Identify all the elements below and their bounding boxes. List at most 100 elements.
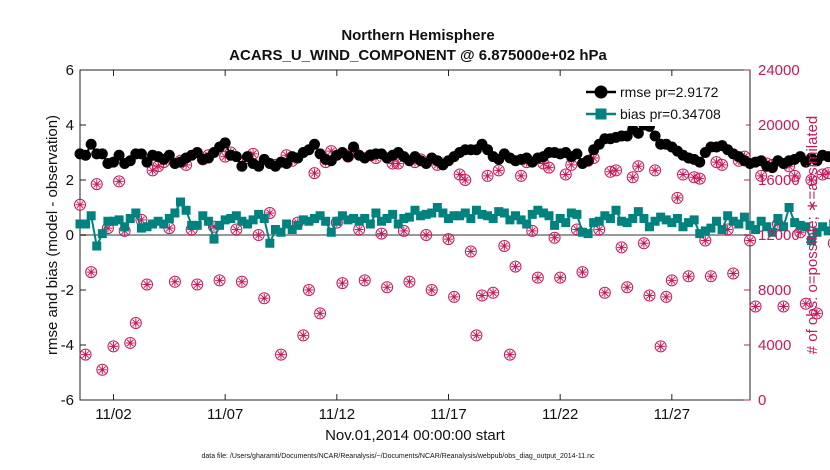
bias-point <box>538 208 548 218</box>
bias-point <box>717 225 727 234</box>
legend-bias-marker <box>595 108 607 120</box>
bias-point <box>767 227 777 237</box>
obs-assimilated-point <box>282 150 292 160</box>
obs-assimilated-point <box>170 277 180 287</box>
obs-possible-point <box>727 267 740 280</box>
obs-assimilated-point <box>550 233 560 243</box>
obs-assimilated-point <box>393 159 403 168</box>
obs-assimilated-point <box>449 292 459 302</box>
obs-assimilated-point <box>751 302 761 311</box>
rmse-point <box>309 138 320 150</box>
bias-point <box>583 229 593 239</box>
obs-possible-point <box>470 329 483 342</box>
obs-possible-point <box>252 229 265 241</box>
obs-possible-point <box>621 281 634 294</box>
bias-point <box>455 211 465 221</box>
obs-possible-point <box>464 245 477 258</box>
obs-assimilated-point <box>131 318 141 328</box>
bias-point <box>86 211 96 221</box>
obs-assimilated-point <box>103 223 113 233</box>
bias-point <box>684 218 694 228</box>
bias-point <box>343 215 353 225</box>
obs-assimilated-point <box>215 275 225 285</box>
bias-point <box>315 211 325 221</box>
bias-point <box>159 219 169 229</box>
obs-possible-point <box>263 207 276 219</box>
obs-assimilated-point <box>723 225 733 234</box>
bias-point <box>561 218 571 228</box>
bias-point <box>282 219 292 229</box>
rmse-point <box>649 130 661 142</box>
rmse-point <box>236 160 248 172</box>
obs-possible-point <box>554 271 567 284</box>
rmse-point <box>135 148 147 160</box>
obs-assimilated-point <box>756 171 766 181</box>
obs-possible-point <box>235 275 248 288</box>
bias-point <box>555 214 565 223</box>
obs-assimilated-point <box>237 277 247 287</box>
obs-assimilated-point <box>254 230 264 240</box>
obs-assimilated-point <box>779 302 788 311</box>
bias-point <box>444 214 453 223</box>
bias-point <box>231 211 241 221</box>
obs-assimilated-point <box>527 226 537 236</box>
rmse-point <box>632 127 644 139</box>
obs-possible-point <box>827 238 830 248</box>
bias-point <box>170 208 180 218</box>
obs-assimilated-point <box>806 175 816 185</box>
obs-assimilated-point <box>667 275 677 285</box>
bias-point <box>745 220 755 230</box>
y-tick-label-left: 6 <box>66 62 74 79</box>
obs-possible-point <box>230 223 243 236</box>
bias-point <box>198 211 208 221</box>
bias-point <box>784 203 794 212</box>
bias-point <box>516 215 526 225</box>
bias-point <box>594 216 604 226</box>
obs-possible-point <box>515 169 528 182</box>
obs-possible-point <box>526 224 539 237</box>
bias-point <box>449 211 459 221</box>
y-tick-label-left: 0 <box>66 227 74 244</box>
obs-assimilated-point <box>617 242 627 252</box>
obs-possible-point <box>548 231 561 244</box>
bias-point <box>695 229 705 239</box>
obs-possible-point <box>632 160 645 173</box>
bias-point <box>226 214 236 223</box>
obs-assimilated-point <box>712 157 721 167</box>
obs-assimilated-point <box>377 229 386 239</box>
y-tick-label-right: 20000 <box>758 117 800 134</box>
obs-possible-point <box>107 340 120 353</box>
bias-point <box>416 211 426 221</box>
bias-point <box>248 215 258 225</box>
obs-assimilated-point <box>600 288 610 298</box>
bias-point <box>109 216 118 226</box>
bias-point <box>600 211 610 221</box>
obs-possible-point <box>598 286 611 299</box>
obs-possible-point <box>749 300 762 313</box>
obs-assimilated-point <box>555 273 565 283</box>
obs-possible-point <box>615 241 628 254</box>
bias-point <box>544 211 554 221</box>
y-tick-label-right: 24000 <box>758 62 800 79</box>
obs-possible-point <box>509 260 522 273</box>
obs-possible-point <box>96 363 109 376</box>
obs-possible-point <box>375 227 388 240</box>
obs-assimilated-point <box>533 273 543 283</box>
rmse-point <box>85 138 97 150</box>
bias-point <box>790 218 800 228</box>
obs-assimilated-point <box>572 225 582 234</box>
bias-point <box>739 212 749 222</box>
obs-assimilated-point <box>231 225 241 234</box>
bias-point <box>131 208 141 218</box>
rmse-point <box>694 156 706 168</box>
bias-point <box>667 218 677 228</box>
y-tick-label-right: 12000 <box>758 227 800 244</box>
obs-assimilated-point <box>92 179 102 189</box>
obs-possible-point <box>297 329 310 342</box>
obs-possible-point <box>777 300 790 313</box>
bias-point <box>672 214 682 223</box>
obs-possible-point <box>799 297 812 310</box>
bias-point <box>762 222 772 232</box>
bias-point <box>712 216 721 226</box>
